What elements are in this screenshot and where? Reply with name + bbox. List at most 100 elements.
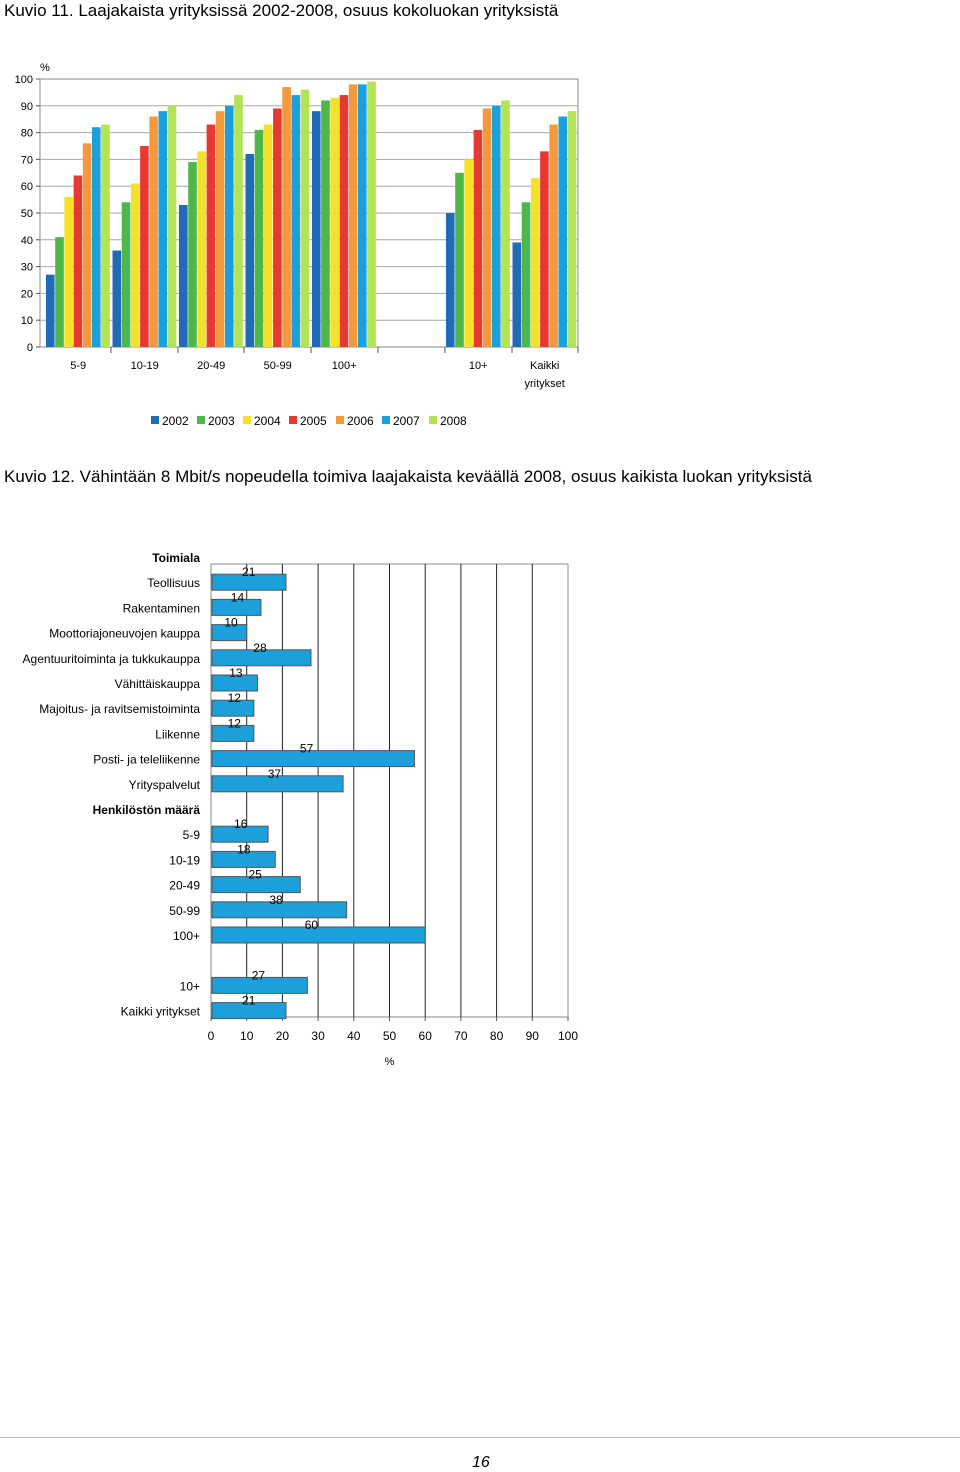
y-tick-label: 70 — [21, 154, 33, 166]
bar-2008-kaikki-yritykset — [567, 111, 577, 347]
legend-label-2003: 2003 — [208, 414, 235, 428]
data-label-posti-ja-teleliikenne: 57 — [300, 742, 314, 756]
x-tick-label: 70 — [454, 1029, 468, 1043]
bar-2005-10-19 — [140, 146, 149, 347]
bar-2007-10+ — [492, 105, 501, 347]
x-tick-label: 40 — [347, 1029, 361, 1043]
bar-100- — [211, 926, 426, 944]
category-label-20-49: 20-49 — [169, 879, 200, 893]
x-tick-label: 10+ — [469, 360, 488, 372]
bar-2004-100+ — [330, 97, 339, 347]
bar-2008-20-49 — [234, 95, 243, 347]
category-label-posti-ja-teleliikenne: Posti- ja teleliikenne — [93, 753, 200, 767]
category-label-5-9: 5-9 — [183, 828, 201, 842]
bar-2003-100+ — [321, 100, 330, 347]
footer-rule — [0, 1437, 960, 1438]
x-tick-label-line: yritykset — [525, 378, 565, 390]
data-label-10-19: 18 — [237, 842, 251, 856]
bar-2007-20-49 — [225, 105, 234, 347]
bar-2003-kaikki-yritykset — [521, 202, 531, 347]
bar-2006-kaikki-yritykset — [549, 124, 558, 347]
y-tick-label: 10 — [21, 315, 33, 327]
x-tick-label: 30 — [311, 1029, 325, 1043]
bar-2008-5-9 — [101, 124, 110, 347]
y-tick-label: 80 — [21, 128, 33, 140]
legend-label-2002: 2002 — [162, 414, 189, 428]
bar-teollisuus — [211, 573, 287, 591]
y-tick-label: 30 — [21, 262, 33, 274]
legend-swatch-2006 — [336, 416, 344, 424]
bar-yrityspalvelut — [211, 775, 344, 793]
y-tick-label: 20 — [21, 288, 33, 300]
x-tick-label: 0 — [208, 1029, 215, 1043]
data-label-moottoriajoneuvojen-kauppa: 10 — [224, 616, 238, 630]
bar-2006-20-49 — [215, 111, 225, 347]
bar-2002-100+ — [312, 111, 321, 347]
category-label-liikenne: Liikenne — [155, 727, 200, 741]
legend-swatch-2005 — [289, 416, 297, 424]
legend-label-2008: 2008 — [440, 414, 467, 428]
data-label-kaikki-yritykset: 21 — [242, 994, 256, 1008]
data-label-50-99: 38 — [269, 893, 283, 907]
bar-10-19 — [211, 850, 276, 868]
bar-2002-10-19 — [112, 250, 122, 347]
y-axis-label: % — [40, 62, 50, 74]
bar-2004-5-9 — [64, 196, 73, 347]
bar-2004-10-19 — [130, 183, 140, 347]
legend-swatch-2003 — [197, 416, 205, 424]
category-label-kaikki-yritykset: Kaikki yritykset — [121, 1005, 201, 1019]
bar-2003-10-19 — [121, 202, 131, 347]
bar-moottoriajoneuvojen-kauppa — [211, 624, 248, 642]
bar-2008-50-99 — [300, 89, 310, 347]
group-header: Toimiala — [152, 551, 200, 565]
x-tick-label: 100+ — [332, 360, 357, 372]
x-tick-label: 50-99 — [264, 360, 292, 372]
bar-2004-kaikki-yritykset — [530, 178, 540, 347]
bar-2005-5-9 — [73, 175, 83, 347]
bar-20-49 — [211, 876, 301, 894]
bar-2006-10+ — [482, 108, 492, 347]
bar-2007-5-9 — [92, 127, 101, 348]
x-tick-label: 100 — [558, 1029, 578, 1043]
bar-2003-50-99 — [254, 129, 264, 347]
legend-label-2007: 2007 — [393, 414, 420, 428]
y-tick-label: 0 — [27, 342, 33, 354]
x-tick-label-line: Kaikki — [530, 360, 559, 372]
bar-2002-kaikki-yritykset — [512, 242, 522, 347]
data-label-vähittäiskauppa: 13 — [229, 666, 243, 680]
bar-2003-5-9 — [55, 237, 64, 347]
figure-12-caption: Kuvio 12. Vähintään 8 Mbit/s nopeudella … — [4, 467, 812, 486]
category-label-rakentaminen: Rakentaminen — [123, 601, 200, 615]
x-tick-label: 90 — [526, 1029, 540, 1043]
legend-swatch-2008 — [429, 416, 437, 424]
bar-50-99 — [211, 901, 348, 919]
x-tick-label: Kaikki yritykset — [525, 360, 565, 390]
bar-2007-100+ — [358, 84, 367, 348]
bar-2006-50-99 — [282, 87, 291, 347]
x-tick-label: 5-9 — [70, 360, 86, 372]
data-label-yrityspalvelut: 37 — [268, 767, 282, 781]
x-tick-label: 60 — [419, 1029, 433, 1043]
bar-10- — [211, 976, 308, 994]
chart-12-fast-broadband: 0 10 20 30 40 50 60 70 80 90 100% Toimiala Teollisuu… — [23, 551, 579, 1068]
category-label-10-19: 10-19 — [169, 853, 200, 867]
bar-2002-10+ — [446, 213, 455, 347]
bar-2005-kaikki-yritykset — [540, 151, 549, 347]
bar-vähittäiskauppa — [211, 674, 258, 692]
bar-2002-50-99 — [245, 154, 255, 347]
bar-2005-50-99 — [273, 108, 282, 347]
data-label-rakentaminen: 14 — [231, 590, 245, 604]
x-tick-label: 10 — [240, 1029, 254, 1043]
bar-2006-5-9 — [82, 143, 92, 347]
data-label-agentuuritoiminta-ja-tukkukauppa: 28 — [253, 641, 267, 655]
group-header: Henkilöstön määrä — [93, 803, 201, 817]
bar-2008-10-19 — [167, 105, 177, 347]
bar-2003-10+ — [455, 172, 464, 347]
bar-2006-10-19 — [149, 116, 158, 347]
data-label-liikenne: 12 — [228, 716, 242, 730]
category-label-agentuuritoiminta-ja-tukkukauppa: Agentuuritoiminta ja tukkukauppa — [23, 652, 201, 666]
bar-2005-20-49 — [206, 124, 216, 347]
y-tick-label: 50 — [21, 208, 33, 220]
bar-2005-100+ — [339, 95, 349, 347]
legend-label-2005: 2005 — [300, 414, 327, 428]
